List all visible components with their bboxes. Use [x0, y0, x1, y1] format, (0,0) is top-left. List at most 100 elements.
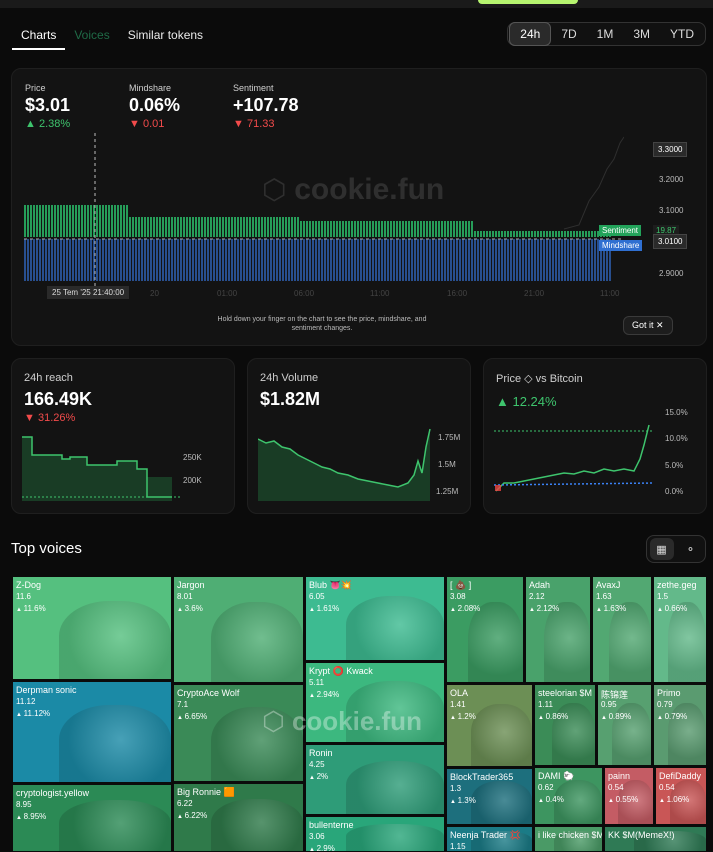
voice-tile[interactable]: Z-Dog 11.6 11.6%: [12, 576, 172, 680]
sentiment-bar: [150, 217, 152, 237]
mindshare-bar: [582, 239, 584, 281]
voice-tile[interactable]: KK $M(MemeX!): [604, 826, 707, 852]
cursor-time-label: 25 Tem '25 21:40:00: [47, 286, 130, 299]
range-7d[interactable]: 7D: [561, 27, 577, 41]
sentiment-bar: [183, 217, 185, 237]
sentiment-bar: [594, 231, 596, 237]
range-ytd[interactable]: YTD: [670, 27, 694, 41]
voice-tile[interactable]: Krypt ⭕ Kwack 5.11 2.94%: [305, 662, 445, 743]
voice-tile[interactable]: cryptologist.yellow 8.95 8.95%: [12, 784, 172, 852]
voice-name: Blub 👅💥: [309, 580, 352, 590]
range-1m[interactable]: 1M: [596, 27, 614, 41]
reach-card[interactable]: 24h reach 166.49K ▼ 31.26% 250K 200K: [11, 358, 235, 514]
mindshare-bar: [528, 239, 530, 281]
voice-tile[interactable]: Primo 0.79 0.79%: [653, 684, 707, 766]
sentiment-bar: [303, 221, 305, 237]
sentiment-bar: [51, 205, 53, 237]
voice-tile[interactable]: zethe.geg 1.5 0.66%: [653, 576, 707, 683]
mindshare-bar: [231, 239, 233, 281]
voice-tile[interactable]: steelorian $M 1.11 0.86%: [534, 684, 596, 766]
graph-view-icon[interactable]: ⚬: [685, 543, 696, 556]
mindshare-bar: [312, 239, 314, 281]
price-current-box: 3.0100: [653, 234, 688, 249]
mindshare-bar: [444, 239, 446, 281]
grid-view-icon[interactable]: ▦: [649, 538, 674, 560]
voice-pct: 3.6%: [177, 604, 203, 613]
sentiment-bar: [525, 231, 527, 237]
sentiment-bar: [408, 221, 410, 237]
mindshare-bar: [591, 239, 593, 281]
voice-tile[interactable]: Blub 👅💥 6.05 1.61%: [305, 576, 445, 661]
ghost-avatar: [668, 602, 706, 682]
voice-tile[interactable]: Neenja Trader 💢 1.15: [446, 826, 533, 852]
sentiment-bar: [315, 221, 317, 237]
mindshare-bar: [567, 239, 569, 281]
mindshare-bar: [165, 239, 167, 281]
voice-tile[interactable]: Big Ronnie 🟧 6.22 6.22%: [173, 783, 304, 852]
tab-voices[interactable]: Voices: [74, 28, 110, 42]
sentiment-bar: [339, 221, 341, 237]
vs-bitcoin-card[interactable]: Price ◇ vs Bitcoin ▲ 12.24% 15.0% 10.0% …: [483, 358, 707, 514]
voice-tile[interactable]: DefiDaddy 0.54 1.06%: [655, 767, 707, 825]
mindshare-bar: [597, 239, 599, 281]
sentiment-bar: [366, 221, 368, 237]
tab-similar-tokens[interactable]: Similar tokens: [127, 28, 204, 42]
main-chart-card[interactable]: Price $3.01 ▲ 2.38% Mindshare 0.06% ▼ 0.…: [11, 68, 707, 346]
sentiment-bar: [282, 217, 284, 237]
voice-tile[interactable]: [ 💩 ] 3.08 2.08%: [446, 576, 524, 683]
voice-tile[interactable]: CryptoAce Wolf 7.1 6.65%: [173, 684, 304, 782]
mindshare-bar: [153, 239, 155, 281]
gremlin-avatar: [59, 800, 171, 851]
sentiment-bar: [402, 221, 404, 237]
voice-tile[interactable]: AvaxJ 1.63 1.63%: [592, 576, 652, 683]
x-axis-tick: 21:00: [524, 289, 545, 298]
voice-tile[interactable]: OLA 1.41 1.2%: [446, 684, 533, 767]
sentiment-delta: ▼ 71.33: [233, 118, 275, 130]
voice-tile[interactable]: bullenterne 3.06 2.9%: [305, 816, 445, 852]
volume-card[interactable]: 24h Volume $1.82M 1.75M 1.5M 1.25M: [247, 358, 471, 514]
mindshare-bar: [63, 239, 65, 281]
voice-name: DAMI 🐑: [538, 771, 575, 781]
voice-tile[interactable]: Derpman sonic 11.12 11.12%: [12, 681, 172, 783]
mindshare-bar: [606, 239, 608, 281]
voice-tile[interactable]: Adah 2.12 2.12%: [525, 576, 591, 683]
top-action-button[interactable]: [478, 0, 578, 4]
sentiment-bar: [597, 231, 599, 237]
sentiment-legend-tag: Sentiment: [599, 225, 642, 236]
mindshare-bar: [204, 239, 206, 281]
got-it-button[interactable]: Got it ✕: [623, 316, 673, 335]
main-chart-plot[interactable]: [24, 129, 624, 299]
mindshare-value: 0.06%: [129, 95, 181, 115]
range-3m[interactable]: 3M: [633, 27, 650, 41]
x-axis-tick: 01:00: [217, 289, 238, 298]
voice-pct: 0.55%: [608, 795, 639, 804]
mindshare-bar: [603, 239, 605, 281]
sentiment-bar: [423, 221, 425, 237]
voice-tile[interactable]: DAMI 🐑 0.62 0.4%: [534, 767, 603, 825]
mindshare-bar: [384, 239, 386, 281]
voice-tile[interactable]: Jargon 8.01 3.6%: [173, 576, 304, 683]
btc-reference-line: [494, 482, 655, 486]
mindshare-bar: [600, 239, 602, 281]
volume-axis-tick: 1.5M: [438, 460, 456, 469]
voice-name: Derpman sonic: [16, 685, 77, 695]
voice-tile[interactable]: BlockTrader365 1.3 1.3%: [446, 768, 533, 825]
sentiment-bar: [336, 221, 338, 237]
mindshare-bar: [456, 239, 458, 281]
voice-tile[interactable]: i like chicken $M: [534, 826, 603, 852]
range-24h[interactable]: 24h: [509, 22, 552, 46]
voice-score: 11.6: [16, 592, 31, 601]
vsbtc-title[interactable]: Price ◇ vs Bitcoin: [496, 373, 583, 385]
voice-name: painn: [608, 771, 631, 781]
mindshare-bar: [78, 239, 80, 281]
sentiment-bar: [498, 231, 500, 237]
reach-area: [22, 437, 172, 501]
voice-tile[interactable]: Ronin 4.25 2%: [305, 744, 445, 815]
sentiment-bar: [432, 221, 434, 237]
voice-tile[interactable]: painn 0.54 0.55%: [604, 767, 654, 825]
mindshare-bar: [435, 239, 437, 281]
mindshare-bar: [327, 239, 329, 281]
tab-charts[interactable]: Charts: [12, 26, 66, 50]
sentiment-bar: [333, 221, 335, 237]
